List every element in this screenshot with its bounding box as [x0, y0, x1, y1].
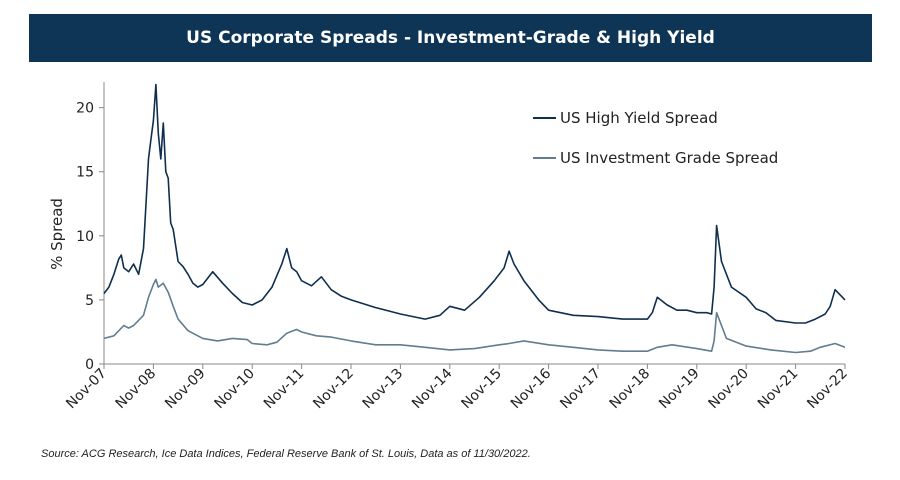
- x-tick-label: Nov-17: [557, 366, 604, 413]
- x-tick-label: Nov-18: [607, 366, 654, 413]
- legend-label: US Investment Grade Spread: [560, 149, 778, 167]
- x-tick-label: Nov-13: [360, 366, 407, 413]
- x-tick-label: Nov-10: [211, 366, 258, 413]
- x-tick-label: Nov-15: [458, 366, 505, 413]
- y-tick-label: 20: [76, 101, 94, 117]
- x-tick-label: Nov-22: [804, 366, 851, 413]
- y-tick-label: 10: [76, 229, 94, 245]
- series-line-us-investment-grade-spread: [103, 278, 846, 354]
- x-tick-label: Nov-14: [409, 365, 456, 412]
- x-tick-label: Nov-20: [705, 366, 752, 413]
- x-tick-label: Nov-11: [261, 366, 308, 413]
- y-tick-label: 0: [85, 357, 94, 373]
- series-line-us-high-yield-spread: [103, 83, 846, 324]
- y-axis-label: % Spread: [48, 198, 66, 270]
- x-tick-label: Nov-08: [113, 366, 160, 413]
- legend-label: US High Yield Spread: [560, 109, 718, 127]
- y-tick-label: 15: [76, 165, 94, 181]
- source-note: Source: ACG Research, Ice Data Indices, …: [41, 448, 531, 460]
- x-tick-label: Nov-19: [656, 366, 703, 413]
- x-tick-label: Nov-12: [310, 366, 357, 413]
- chart-title: US Corporate Spreads - Investment-Grade …: [29, 14, 872, 62]
- x-tick-label: Nov-16: [508, 365, 555, 412]
- y-tick-label: 5: [85, 293, 94, 309]
- x-tick-label: Nov-09: [162, 366, 209, 413]
- x-tick-label: Nov-21: [755, 366, 802, 413]
